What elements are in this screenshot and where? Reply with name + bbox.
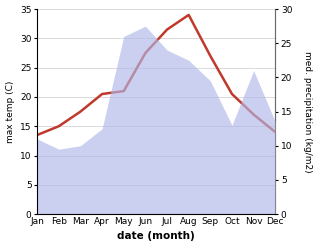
Y-axis label: max temp (C): max temp (C): [5, 80, 15, 143]
Y-axis label: med. precipitation (kg/m2): med. precipitation (kg/m2): [303, 51, 313, 172]
X-axis label: date (month): date (month): [117, 231, 195, 242]
